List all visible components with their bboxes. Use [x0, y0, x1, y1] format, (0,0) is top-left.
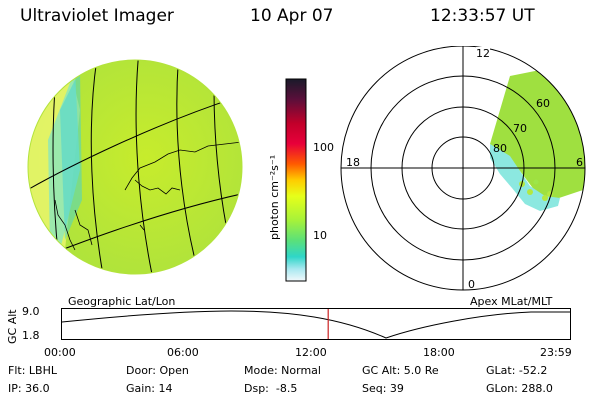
- time-label: 12:33:57 UT: [430, 6, 535, 26]
- glat-info: GLat: -52.2: [486, 364, 548, 377]
- timeline-y-label: GC Alt: [6, 309, 19, 344]
- seq-info: Seq: 39: [362, 382, 404, 395]
- colorbar-tick-100: 100: [313, 141, 334, 154]
- left-panel-label: Geographic Lat/Lon: [68, 295, 176, 308]
- timeline-x-tick-1200: 12:00: [295, 346, 327, 359]
- ip-info: IP: 36.0: [8, 382, 50, 395]
- date-label: 10 Apr 07: [250, 6, 334, 26]
- mlt-label-18: 18: [346, 156, 360, 169]
- filter-info: Flt: LBHL: [8, 364, 57, 377]
- lat-label-80: 80: [493, 142, 507, 155]
- polar-plot: [340, 46, 586, 291]
- timeline-x-tick-1800: 18:00: [423, 346, 455, 359]
- mlt-label-0: 0: [468, 278, 475, 291]
- lat-label-70: 70: [513, 122, 527, 135]
- gc-alt-info: GC Alt: 5.0 Re: [362, 364, 439, 377]
- glon-info: GLon: 288.0: [486, 382, 553, 395]
- timeline-y-tick-bottom: 1.8: [22, 329, 40, 342]
- gain-info: Gain: 14: [126, 382, 173, 395]
- door-info: Door: Open: [126, 364, 189, 377]
- dsp-info: Dsp: -8.5: [244, 382, 298, 395]
- instrument-title: Ultraviolet Imager: [20, 6, 174, 26]
- colorbar-tick-10: 10: [313, 229, 327, 242]
- altitude-timeline: [61, 308, 571, 340]
- mlt-label-12: 12: [476, 47, 490, 60]
- geographic-image: [27, 59, 243, 275]
- lat-label-60: 60: [536, 97, 550, 110]
- right-panel-label: Apex MLat/MLT: [470, 295, 553, 308]
- mode-info: Mode: Normal: [244, 364, 321, 377]
- timeline-x-tick-0600: 06:00: [167, 346, 199, 359]
- mlt-label-6: 6: [576, 156, 583, 169]
- colorbar-unit-label: photon cm⁻²s⁻¹: [268, 154, 281, 240]
- color-bar: [285, 78, 307, 282]
- timeline-x-tick-0000: 00:00: [44, 346, 76, 359]
- timeline-x-tick-2359: 23:59: [540, 346, 572, 359]
- timeline-y-tick-top: 9.0: [22, 305, 40, 318]
